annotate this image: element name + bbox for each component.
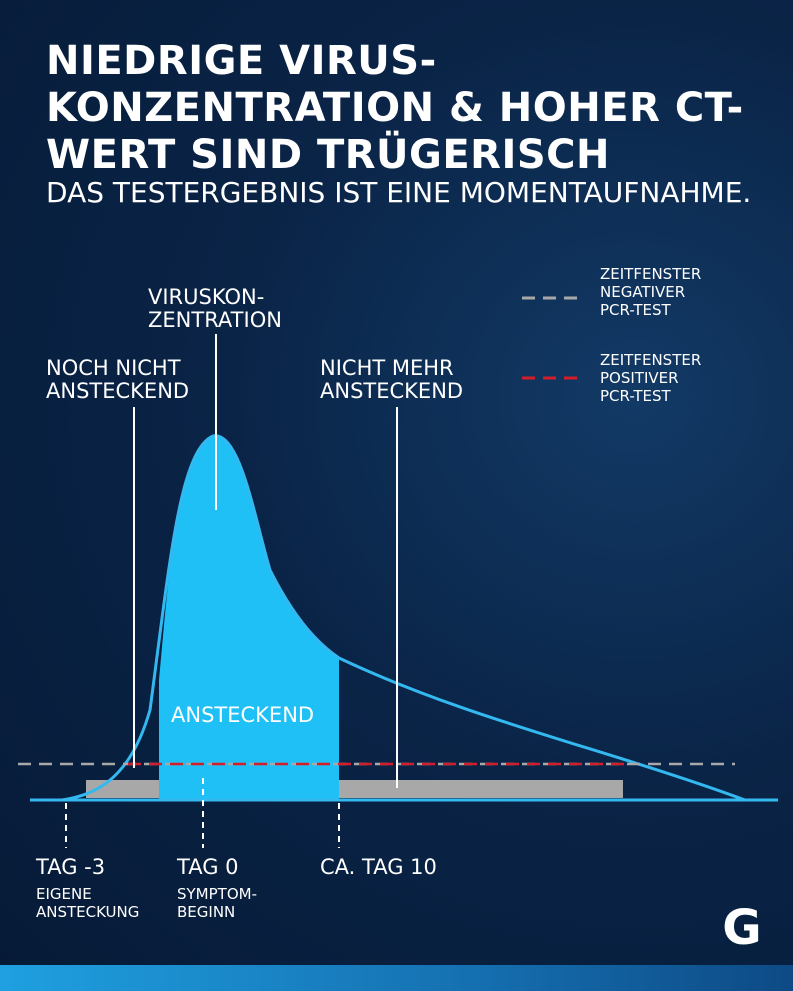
negative-window-bar-right [339,780,623,798]
label-virus-concentration: Viruskon- zentration [148,285,282,332]
page-subtitle: Das Testergebnis ist eine Momentaufnahme… [46,176,752,209]
brand-logo: G [722,900,762,956]
label-contagious: ANSTECKEND [171,703,315,727]
label-no-longer-contagious: Nicht mehr ansteckend [320,356,464,403]
contagious-area [159,435,339,800]
virus-concentration-curve [61,434,746,802]
legend-negative-label: Zeitfenster negativer PCR-Test [600,265,702,319]
bottom-bar [0,965,793,991]
page-title: Niedrige Virus-Konzentration & hoher CT-… [46,38,744,178]
tick-day-minus3-sub: eigene Ansteckung [36,885,140,921]
tick-day-minus3: Tag -3 [36,855,106,879]
tick-day-0: Tag 0 [177,855,239,879]
tick-day-10: ca. Tag 10 [320,855,437,879]
legend-positive-label: Zeitfenster positiver PCR-Test [600,351,702,405]
tick-day-0-sub: Symptom- beginn [177,885,257,921]
label-not-yet-contagious: Noch nicht ansteckend [46,356,190,403]
